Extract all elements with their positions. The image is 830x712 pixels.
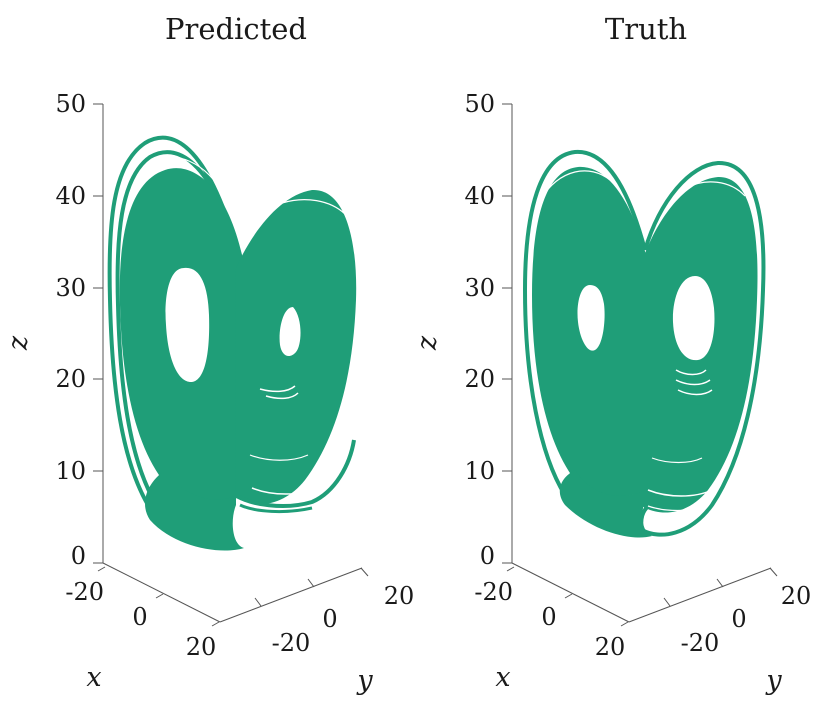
z-tick-label: 50 xyxy=(464,90,495,118)
x-tick xyxy=(155,593,164,599)
y-axis-line xyxy=(219,567,363,623)
y-tick-label: 0 xyxy=(731,605,746,633)
trajectory-gap xyxy=(265,392,299,400)
trajectory-gap xyxy=(677,389,713,396)
trajectory-loop xyxy=(115,150,245,498)
x-tick-label: 20 xyxy=(186,633,217,661)
trajectory-gap xyxy=(281,199,346,215)
z-tick-label: 50 xyxy=(55,90,86,118)
trajectory-gap xyxy=(651,457,703,464)
y-tick xyxy=(716,578,724,588)
y-tick xyxy=(254,597,262,607)
z-axis-label: z xyxy=(3,335,34,351)
z-tick-label: 10 xyxy=(464,457,495,485)
title-predicted: Predicted xyxy=(165,12,307,46)
panel-truth: Truth 50 40 30 20 10 0 z -20 0 20 x -20 … xyxy=(412,12,811,696)
trajectory-gap xyxy=(249,454,309,461)
trajectory-gap xyxy=(251,487,319,495)
attractor-truth xyxy=(522,149,766,538)
x-axis-line xyxy=(102,562,221,623)
y-axis-label: y xyxy=(356,665,373,696)
attractor-predicted xyxy=(107,135,357,551)
y-axis-line xyxy=(628,567,772,623)
y-tick-label: -20 xyxy=(272,629,311,657)
lobe-left xyxy=(532,166,650,497)
z-tick-label: 20 xyxy=(55,365,86,393)
y-tick xyxy=(663,597,671,607)
lobe-left xyxy=(119,168,246,502)
y-axis-label: y xyxy=(765,665,782,696)
x-axis-line xyxy=(511,562,630,623)
panel-predicted: Predicted 50 40 30 20 10 0 z -20 0 20 x … xyxy=(3,12,414,696)
z-tick-label: 30 xyxy=(55,274,86,302)
y-tick-label: 20 xyxy=(384,582,415,610)
y-tick xyxy=(307,578,315,588)
y-tick-label: 0 xyxy=(322,605,337,633)
trajectory-bottom xyxy=(145,470,244,551)
x-tick xyxy=(564,593,573,599)
z-tick-label: 30 xyxy=(464,274,495,302)
x-tick-label: -20 xyxy=(65,578,104,606)
x-tick xyxy=(506,566,515,572)
x-tick-label: 0 xyxy=(132,603,147,631)
trajectory-gap xyxy=(259,385,296,393)
trajectory-gap xyxy=(647,505,707,512)
x-axis-label: x xyxy=(86,662,101,693)
trajectory-gap xyxy=(539,170,611,201)
x-tick-label: 0 xyxy=(541,603,556,631)
trajectory-gap xyxy=(675,369,707,376)
z-tick-label: 20 xyxy=(464,365,495,393)
trajectory-bottom xyxy=(559,470,652,538)
lobe-right xyxy=(235,189,357,505)
z-tick-label: 10 xyxy=(55,457,86,485)
y-tick xyxy=(360,567,369,577)
trajectory-gap xyxy=(149,156,227,199)
trajectory-gap xyxy=(685,181,746,197)
y-tick-label: 20 xyxy=(781,582,812,610)
z-tick-label: 0 xyxy=(480,542,495,570)
trajectory-loop xyxy=(234,439,356,508)
x-tick-label: -20 xyxy=(474,578,513,606)
trajectory-gap xyxy=(675,379,711,386)
z-axis-label: z xyxy=(412,335,443,351)
x-tick xyxy=(211,621,220,627)
y-tick-label: -20 xyxy=(681,629,720,657)
x-axis-label: x xyxy=(495,662,510,693)
z-tick-label: 40 xyxy=(55,182,86,210)
x-tick xyxy=(620,621,629,627)
x-tick-label: 20 xyxy=(595,633,626,661)
title-truth: Truth xyxy=(605,12,687,46)
z-tick-label: 40 xyxy=(464,182,495,210)
lobe-right xyxy=(640,176,758,513)
z-tick-label: 0 xyxy=(71,542,86,570)
y-tick xyxy=(769,567,778,577)
trajectory-loop xyxy=(239,503,313,514)
trajectory-gap xyxy=(647,489,713,497)
x-tick xyxy=(97,566,106,572)
